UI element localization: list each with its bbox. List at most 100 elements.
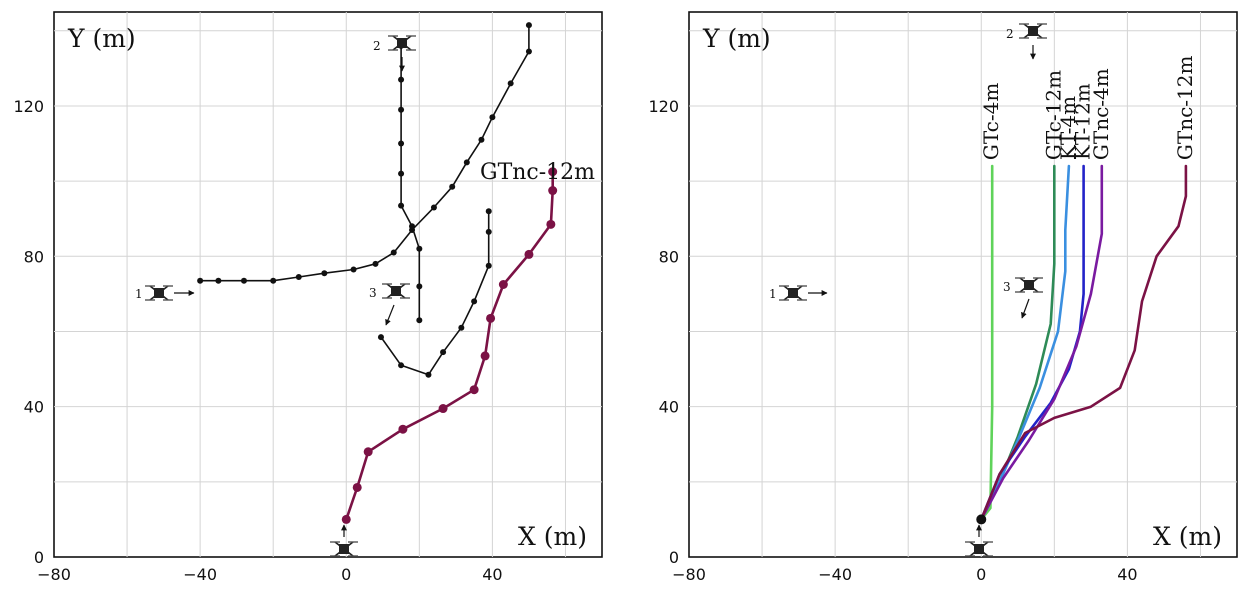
data-point xyxy=(507,80,514,87)
right-x-tick-label: −80 xyxy=(672,565,706,584)
drone-icon xyxy=(330,541,358,557)
data-point xyxy=(546,219,556,229)
drone-arm xyxy=(149,285,160,294)
data-point xyxy=(485,208,492,215)
data-point xyxy=(416,283,423,290)
data-point xyxy=(398,140,405,147)
drone-arm xyxy=(792,292,803,301)
data-point xyxy=(478,136,485,143)
data-point xyxy=(398,76,405,83)
left-panel: −80 −40 0 40 0 40 80 120 Y (m) X (m) GTnc-12m 1… xyxy=(13,11,603,584)
drone-icon xyxy=(388,35,416,51)
drone-arm xyxy=(783,292,794,301)
data-point xyxy=(498,280,508,289)
drone-arm xyxy=(978,548,989,557)
data-point xyxy=(438,404,448,414)
right-plot-frame xyxy=(688,11,1238,558)
drone-start xyxy=(330,524,358,557)
right-y-tick-label: 0 xyxy=(669,548,679,567)
left-plot-frame xyxy=(53,11,603,558)
drone-3-label: 3 xyxy=(369,286,377,300)
series-line-left-path-1 xyxy=(199,24,530,282)
series-line-gtnc-12m xyxy=(980,164,1188,521)
right-y-tick-label: 80 xyxy=(659,247,679,266)
data-point xyxy=(471,298,478,305)
data-point xyxy=(398,424,408,434)
left-series-group xyxy=(197,22,558,524)
drone-arm xyxy=(969,548,980,557)
right-x-tick-label: −40 xyxy=(818,565,852,584)
drone-arm xyxy=(334,541,345,550)
left-y-axis-title: Y (m) xyxy=(67,24,136,53)
drone-arm xyxy=(969,541,980,550)
left-x-tick-label: −40 xyxy=(183,565,217,584)
right-x-axis-title: X (m) xyxy=(1153,522,1222,551)
drone-icon xyxy=(1019,23,1047,39)
data-point xyxy=(480,351,490,361)
left-y-tick-label: 0 xyxy=(34,548,44,567)
drone-arm xyxy=(401,42,412,51)
right-series-group xyxy=(976,164,1188,525)
drone-icon xyxy=(779,285,807,301)
drone-arm xyxy=(1028,277,1039,286)
right-x-tick-label: 40 xyxy=(1117,565,1137,584)
data-point xyxy=(486,313,496,323)
series-label-gtnc-12m: GTnc-12m xyxy=(1173,55,1197,160)
drone-3-arrow xyxy=(385,304,395,326)
drone-arm xyxy=(783,285,794,294)
drone-2: 2 xyxy=(1006,23,1047,60)
drone-arm xyxy=(392,35,403,44)
data-point xyxy=(409,223,416,230)
series-label-kt-12m: KT-12m xyxy=(1071,83,1095,160)
data-point xyxy=(350,266,357,273)
drone-arm xyxy=(1028,284,1039,293)
drone-arm xyxy=(149,292,160,301)
data-point xyxy=(295,273,302,280)
drone-arm xyxy=(401,35,412,44)
drone-3: 3 xyxy=(1003,277,1043,319)
data-point xyxy=(398,170,405,177)
series-line-left-path-2 xyxy=(400,45,421,321)
data-point xyxy=(485,228,492,235)
data-point xyxy=(485,262,492,269)
left-y-tick-label: 80 xyxy=(24,247,44,266)
data-point xyxy=(398,202,405,209)
data-point xyxy=(321,270,328,277)
series-label-gtnc-4m: GTnc-4m xyxy=(1089,68,1113,160)
data-point xyxy=(390,249,397,256)
data-point xyxy=(363,447,373,457)
drone-arm xyxy=(158,285,169,294)
drone-1: 1 xyxy=(769,285,828,301)
drone-arm xyxy=(343,548,354,557)
drone-1-label: 1 xyxy=(769,287,777,301)
series-label-gtnc-12m: GTnc-12m xyxy=(480,160,595,185)
drone-arm xyxy=(395,283,406,292)
series-line-kt-4m xyxy=(980,164,1071,521)
data-point xyxy=(463,159,470,166)
data-point xyxy=(548,167,558,177)
drone-arm xyxy=(386,283,397,292)
drone-icon xyxy=(965,541,993,557)
data-point xyxy=(430,204,437,211)
right-tick-labels: −80 −40 0 40 0 40 80 120 xyxy=(648,97,1137,584)
data-point xyxy=(270,277,277,284)
left-y-tick-label: 40 xyxy=(24,398,44,417)
data-point xyxy=(398,106,405,113)
drone-1: 1 xyxy=(135,285,195,301)
drone-arm xyxy=(395,290,406,299)
start-point xyxy=(976,514,987,525)
data-point xyxy=(416,317,423,324)
data-point xyxy=(398,362,405,369)
left-y-tick-label: 120 xyxy=(13,97,44,116)
drone-arm xyxy=(386,290,397,299)
right-y-axis-title: Y (m) xyxy=(702,24,771,53)
data-point xyxy=(524,249,534,259)
right-grid xyxy=(689,12,1237,557)
drone-3: 3 xyxy=(369,283,410,326)
data-point xyxy=(548,186,558,196)
left-x-tick-label: 40 xyxy=(482,565,502,584)
series-label-gtc-12m: GTc-12m xyxy=(1041,70,1065,160)
data-point xyxy=(525,48,532,55)
data-point xyxy=(341,514,351,524)
